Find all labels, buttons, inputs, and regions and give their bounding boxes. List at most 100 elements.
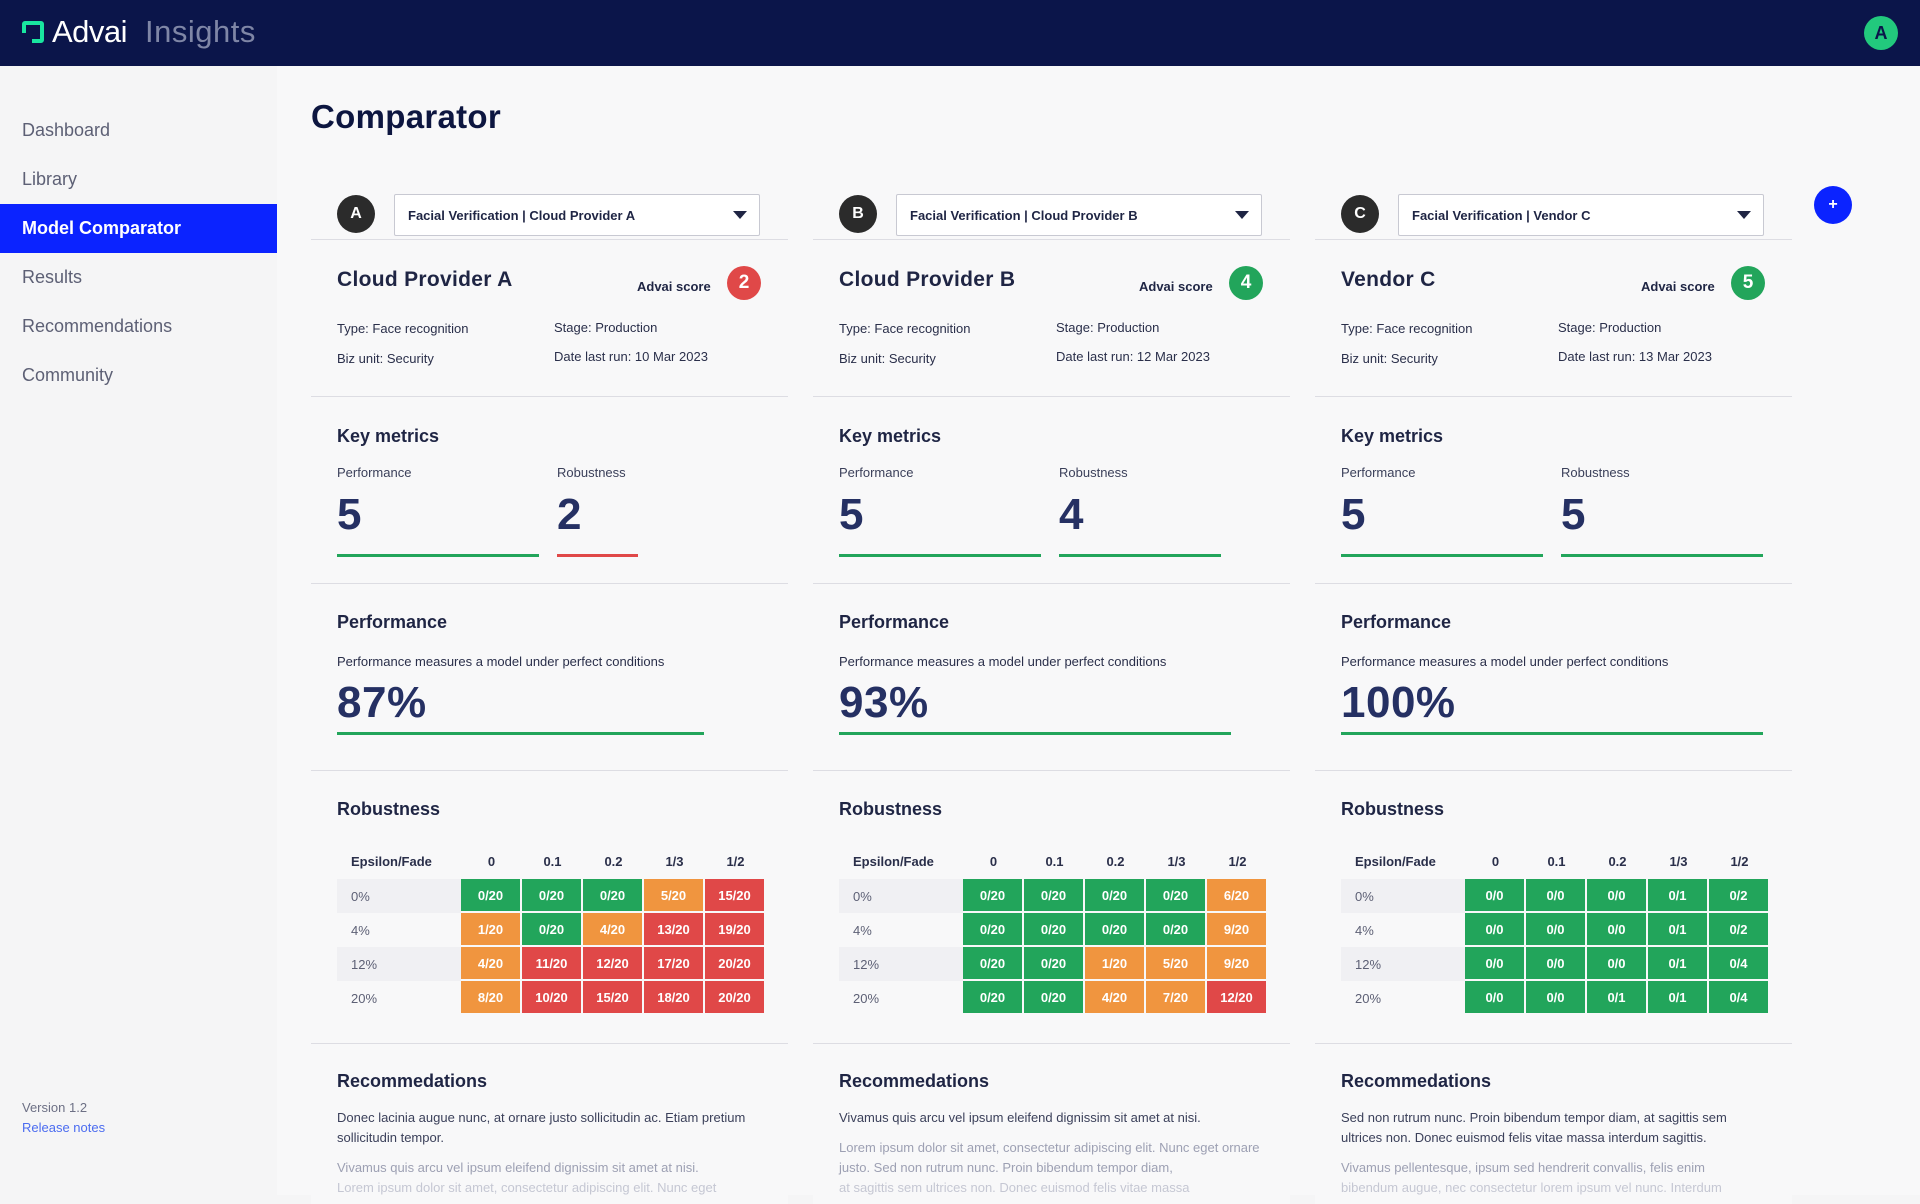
robustness-cell[interactable]: 1/20 <box>1085 947 1146 981</box>
sidebar-item-model-comparator[interactable]: Model Comparator <box>0 204 277 253</box>
robustness-cell[interactable]: 0/1 <box>1648 913 1709 947</box>
robustness-cell[interactable]: 15/20 <box>583 981 644 1015</box>
robustness-table: Epsilon/Fade 0 0.1 0.2 1/3 1/2 0% 0/20 0/20 0/20 5… <box>337 843 766 1015</box>
robustness-cell[interactable]: 0/0 <box>1526 947 1587 981</box>
robustness-cell[interactable]: 0/20 <box>963 981 1024 1015</box>
robustness-cell[interactable]: 0/20 <box>963 947 1024 981</box>
robustness-cell[interactable]: 0/0 <box>1587 947 1648 981</box>
performance-section: Performance Performance measures a model … <box>1315 584 1792 771</box>
robustness-cell[interactable]: 4/20 <box>461 947 522 981</box>
robustness-cell[interactable]: 17/20 <box>644 947 705 981</box>
robustness-cell[interactable]: 0/0 <box>1465 981 1526 1015</box>
brand-logo[interactable]: Advai Insights <box>22 14 256 50</box>
robustness-cell[interactable]: 4/20 <box>583 913 644 947</box>
robustness-cell[interactable]: 20/20 <box>705 981 766 1015</box>
row-header: 12% <box>839 947 963 981</box>
robustness-cell[interactable]: 19/20 <box>705 913 766 947</box>
robustness-cell[interactable]: 0/0 <box>1587 879 1648 913</box>
robustness-cell[interactable]: 4/20 <box>1085 981 1146 1015</box>
robustness-cell[interactable]: 0/0 <box>1526 913 1587 947</box>
robustness-cell[interactable]: 0/20 <box>1146 879 1207 913</box>
robustness-cell[interactable]: 0/0 <box>1465 913 1526 947</box>
recommendation-text: Lorem ipsum dolor sit amet, consectetur … <box>337 1180 717 1195</box>
row-header: 0% <box>337 879 461 913</box>
model-select-dropdown[interactable]: Facial Verification | Cloud Provider A <box>394 194 760 236</box>
model-select-dropdown[interactable]: Facial Verification | Vendor C <box>1398 194 1764 236</box>
robustness-cell[interactable]: 9/20 <box>1207 947 1268 981</box>
robustness-cell[interactable]: 5/20 <box>1146 947 1207 981</box>
robustness-cell[interactable]: 0/0 <box>1465 947 1526 981</box>
sidebar-item-community[interactable]: Community <box>22 365 114 385</box>
user-avatar[interactable]: A <box>1864 16 1898 50</box>
robustness-cell[interactable]: 6/20 <box>1207 879 1268 913</box>
robustness-cell[interactable]: 0/0 <box>1587 913 1648 947</box>
robustness-cell[interactable]: 0/20 <box>1085 879 1146 913</box>
robustness-cell[interactable]: 20/20 <box>705 947 766 981</box>
robustness-cell[interactable]: 10/20 <box>522 981 583 1015</box>
robustness-cell[interactable]: 8/20 <box>461 981 522 1015</box>
robustness-cell[interactable]: 0/20 <box>522 913 583 947</box>
sidebar-item-results[interactable]: Results <box>22 267 83 287</box>
model-select-value: Facial Verification | Vendor C <box>1412 207 1591 223</box>
robustness-cell[interactable]: 7/20 <box>1146 981 1207 1015</box>
model-date-last-run: Date last run: 10 Mar 2023 <box>554 349 708 364</box>
row-header: 20% <box>351 990 378 1006</box>
robustness-cell[interactable]: 11/20 <box>522 947 583 981</box>
robustness-cell[interactable]: 0/20 <box>1024 981 1085 1015</box>
robustness-cell[interactable]: 0/20 <box>963 879 1024 913</box>
robustness-table: Epsilon/Fade 0 0.1 0.2 1/3 1/2 0% 0/0 0/0 0/0 0/1 0… <box>1341 843 1770 1015</box>
robustness-cell[interactable]: 0/20 <box>1024 879 1085 913</box>
robustness-cell[interactable]: 13/20 <box>644 913 705 947</box>
model-select-dropdown[interactable]: Facial Verification | Cloud Provider B <box>896 194 1262 236</box>
main-content: Comparator + A Facial Verification | Clou… <box>277 66 1920 1204</box>
robustness-cell[interactable]: 5/20 <box>644 879 705 913</box>
robustness-cell[interactable]: 0/2 <box>1709 879 1770 913</box>
robustness-cell[interactable]: 0/1 <box>1648 947 1709 981</box>
robustness-metric-bar <box>557 554 638 557</box>
robustness-cell[interactable]: 0/0 <box>1526 879 1587 913</box>
caret-down-icon <box>1737 211 1751 219</box>
robustness-cell[interactable]: 12/20 <box>1207 981 1268 1015</box>
robustness-cell[interactable]: 0/1 <box>1648 981 1709 1015</box>
add-model-button[interactable]: + <box>1814 186 1852 224</box>
sidebar-item-recommendations[interactable]: Recommendations <box>22 316 173 336</box>
robustness-cell[interactable]: 0/4 <box>1709 947 1770 981</box>
performance-metric-bar <box>839 554 1041 557</box>
robustness-cell[interactable]: 0/0 <box>1526 981 1587 1015</box>
performance-metric-bar <box>337 554 539 557</box>
robustness-cell[interactable]: 0/20 <box>1085 913 1146 947</box>
robustness-cell[interactable]: 0/20 <box>461 879 522 913</box>
sidebar-item-dashboard[interactable]: Dashboard <box>22 120 111 140</box>
robustness-cell[interactable]: 1/20 <box>461 913 522 947</box>
model-name: Vendor C <box>1341 268 1436 291</box>
robustness-cell[interactable]: 0/20 <box>963 913 1024 947</box>
robustness-cell[interactable]: 0/20 <box>583 879 644 913</box>
robustness-cell[interactable]: 0/20 <box>522 879 583 913</box>
robustness-cell[interactable]: 9/20 <box>1207 913 1268 947</box>
robustness-cell[interactable]: 12/20 <box>583 947 644 981</box>
robustness-cell[interactable]: 0/20 <box>1024 913 1085 947</box>
robustness-cell[interactable]: 0/4 <box>1709 981 1770 1015</box>
key-metrics-section: Key metrics Performance 5 Robustness 5 <box>1315 397 1792 584</box>
row-header: 20% <box>1355 990 1382 1006</box>
column-header: 0.2 <box>1608 853 1627 869</box>
robustness-metric-value: 2 <box>557 490 582 539</box>
robustness-cell[interactable]: 18/20 <box>644 981 705 1015</box>
robustness-cell[interactable]: 0/20 <box>1024 947 1085 981</box>
robustness-cell[interactable]: 15/20 <box>705 879 766 913</box>
model-name: Cloud Provider A <box>337 268 513 291</box>
model-date-last-run: Date last run: 13 Mar 2023 <box>1558 349 1712 364</box>
robustness-cell[interactable]: 0/1 <box>1587 981 1648 1015</box>
performance-bar <box>337 732 704 735</box>
key-metrics-section: Key metrics Performance 5 Robustness 2 <box>311 397 788 584</box>
robustness-cell[interactable]: 0/0 <box>1465 879 1526 913</box>
robustness-cell[interactable]: 0/20 <box>1146 913 1207 947</box>
robustness-cell[interactable]: 0/1 <box>1648 879 1709 913</box>
robustness-cell[interactable]: 0/2 <box>1709 913 1770 947</box>
release-notes-link[interactable]: Release notes <box>22 1120 106 1135</box>
epsilon-fade-header: Epsilon/Fade <box>1355 853 1436 869</box>
robustness-metric-value: 4 <box>1059 490 1084 539</box>
performance-percentage: 87% <box>337 678 427 727</box>
model-biz-unit: Biz unit: Security <box>1341 351 1438 366</box>
sidebar-item-library[interactable]: Library <box>22 169 78 189</box>
